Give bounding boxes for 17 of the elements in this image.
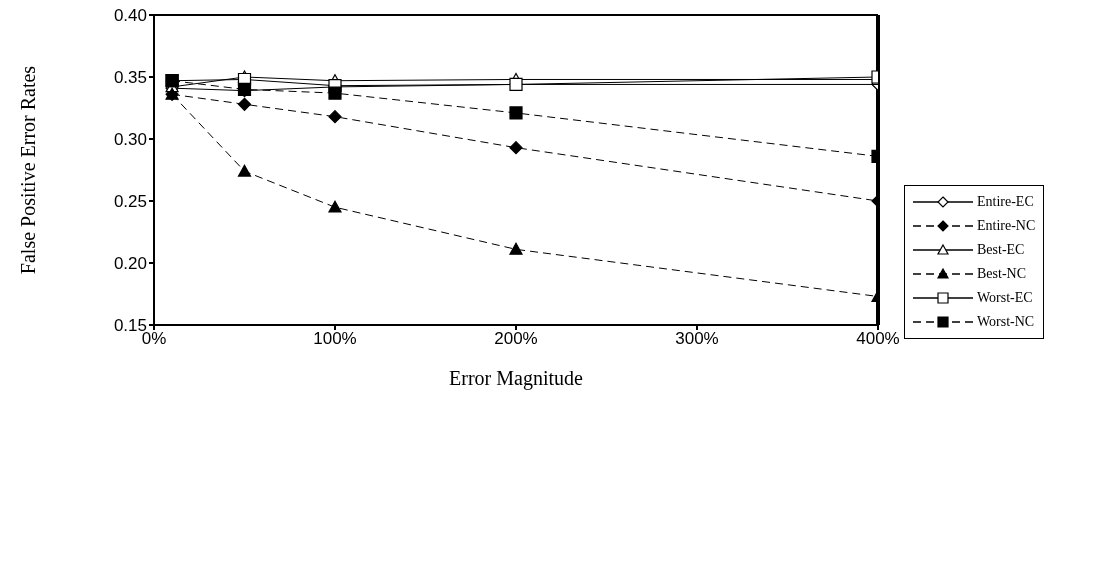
y-tick-label: 0.30 bbox=[113, 130, 147, 150]
x-tick-label: 300% bbox=[675, 329, 719, 349]
y-tick-label: 0.20 bbox=[113, 254, 147, 274]
legend-label: Entire-EC bbox=[977, 194, 1034, 210]
y-tick-label: 0.35 bbox=[113, 68, 147, 88]
y-tick-label: 0.40 bbox=[113, 6, 147, 26]
x-tick-label: 400% bbox=[856, 329, 900, 349]
x-tick-label: 200% bbox=[494, 329, 538, 349]
legend-label: Worst-EC bbox=[977, 290, 1033, 306]
x-tick-label: 100% bbox=[313, 329, 357, 349]
legend-label: Best-EC bbox=[977, 242, 1025, 258]
x-axis-title: Error Magnitude bbox=[449, 367, 584, 390]
y-axis-title: False Positive Error Rates bbox=[17, 65, 40, 275]
legend-label: Worst-NC bbox=[977, 314, 1035, 330]
legend-label: Entire-NC bbox=[977, 218, 1036, 234]
legend-label: Best-NC bbox=[977, 266, 1026, 282]
y-tick-label: 0.25 bbox=[113, 192, 147, 212]
